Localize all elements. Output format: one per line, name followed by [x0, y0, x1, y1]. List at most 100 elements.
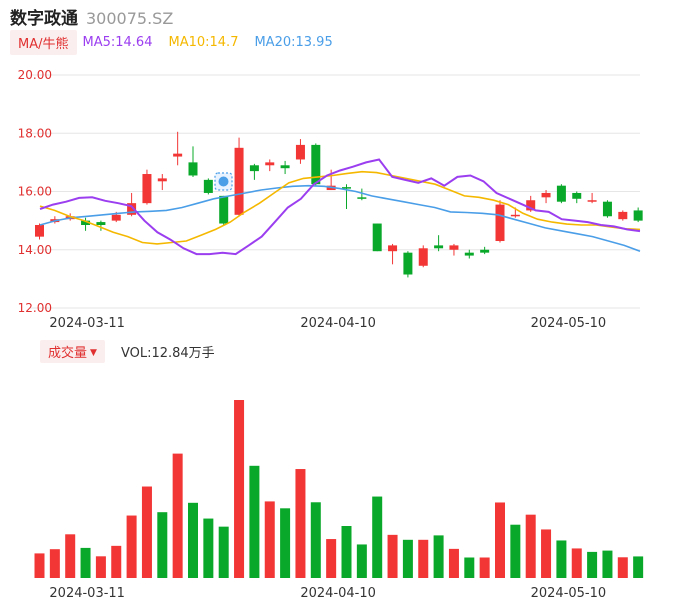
candle-body — [602, 201, 612, 217]
candle — [418, 245, 428, 268]
volume-bar — [356, 544, 367, 578]
volume-bar — [418, 539, 429, 578]
cursor-marker-icon[interactable] — [214, 172, 233, 191]
candle — [434, 235, 444, 252]
volume-bar — [203, 518, 214, 578]
volume-bar — [234, 400, 245, 578]
candle-body — [265, 162, 275, 166]
ma10-label: MA10:14.7 — [168, 34, 239, 50]
volume-x-tick-label: 2024-04-10 — [300, 586, 376, 601]
candle — [357, 188, 367, 201]
volume-bar — [587, 551, 598, 578]
candle-body — [480, 249, 490, 253]
price-y-tick-label: 12.00 — [18, 301, 52, 315]
volume-toggle-button[interactable]: 成交量 ▼ — [40, 339, 105, 363]
volume-bar — [172, 453, 183, 578]
volume-bar — [249, 465, 260, 578]
volume-bar — [464, 557, 475, 578]
volume-value: VOL:12.84万手 — [120, 345, 215, 361]
price-y-tick-label: 16.00 — [18, 185, 52, 199]
candle — [464, 249, 474, 259]
candle — [81, 217, 91, 231]
candle — [602, 200, 612, 218]
candle — [219, 195, 229, 225]
candle — [234, 137, 244, 217]
candle — [96, 220, 106, 231]
candle — [295, 139, 305, 164]
candle-body — [203, 179, 213, 193]
candle-body — [35, 224, 44, 237]
candle-body — [495, 204, 505, 242]
volume-x-tick-label: 2024-05-10 — [531, 586, 607, 601]
ma20-line — [39, 184, 641, 252]
candle-body — [633, 210, 643, 221]
volume-bar — [295, 469, 306, 578]
volume-bar — [310, 502, 321, 578]
volume-toggle-label: 成交量 — [48, 345, 88, 361]
price-y-tick-label: 18.00 — [18, 126, 52, 140]
price-x-tick-label: 2024-03-11 — [49, 316, 125, 331]
price-y-axis: 20.00 18.00 16.00 14.00 12.00 — [18, 68, 52, 315]
candle-body — [556, 185, 566, 202]
candle — [342, 184, 351, 209]
volume-bar — [541, 529, 552, 578]
candle — [388, 243, 398, 265]
volume-legend: 成交量 ▼ VOL:12.84万手 — [40, 339, 215, 363]
candle-body — [96, 222, 106, 225]
volume-bar — [571, 548, 582, 578]
volume-bar — [188, 502, 198, 578]
ma-toggle-button[interactable]: MA/牛熊 — [10, 29, 77, 55]
candle-body — [541, 192, 551, 198]
volume-bar — [479, 557, 490, 578]
volume-bar — [633, 556, 644, 578]
candle-body — [81, 220, 91, 225]
candle-body — [234, 147, 244, 215]
volume-bar — [495, 502, 505, 578]
price-y-tick-label: 20.00 — [18, 68, 52, 82]
price-x-tick-label: 2024-05-10 — [531, 316, 607, 331]
price-x-axis: 2024-03-11 2024-04-10 2024-05-10 — [49, 316, 606, 331]
volume-x-tick-label: 2024-03-11 — [49, 586, 125, 601]
volume-bar — [525, 514, 536, 578]
candle — [249, 163, 259, 180]
stock-name: 数字政通 — [10, 9, 78, 29]
candle — [280, 160, 290, 175]
candle-body — [342, 187, 351, 189]
price-x-tick-label: 2024-04-10 — [300, 316, 376, 331]
volume-bar — [602, 550, 613, 578]
candle-body — [157, 178, 167, 182]
candle — [265, 159, 275, 172]
volume-bar — [65, 534, 76, 578]
candle-body — [587, 200, 597, 202]
dropdown-arrow-icon: ▼ — [90, 347, 97, 358]
candle-body — [449, 245, 459, 250]
candle — [35, 223, 44, 240]
candle — [188, 146, 198, 177]
volume-bar — [280, 508, 291, 578]
volume-x-axis: 2024-03-11 2024-04-10 2024-05-10 — [49, 586, 606, 601]
volume-bar — [264, 501, 275, 578]
candle — [633, 207, 643, 223]
volume-bar — [402, 539, 413, 578]
candle — [403, 251, 413, 278]
volume-bar — [141, 486, 152, 578]
candle — [618, 210, 628, 221]
candle — [142, 169, 152, 205]
candle — [173, 131, 183, 166]
candle-body — [111, 214, 121, 221]
volume-bar — [95, 556, 106, 578]
candle — [495, 200, 505, 243]
ma-lines — [39, 158, 641, 256]
candle-body — [142, 174, 152, 204]
candle-body — [526, 200, 536, 211]
candle-body — [127, 203, 137, 215]
volume-bar — [448, 548, 459, 578]
volume-bar — [218, 526, 229, 578]
volume-bar — [556, 540, 567, 578]
price-grid — [30, 74, 640, 309]
candle-body — [618, 211, 628, 220]
volume-bar — [49, 549, 60, 578]
candle-body — [418, 248, 428, 266]
candle-body — [572, 192, 582, 199]
volume-bar — [433, 535, 444, 578]
